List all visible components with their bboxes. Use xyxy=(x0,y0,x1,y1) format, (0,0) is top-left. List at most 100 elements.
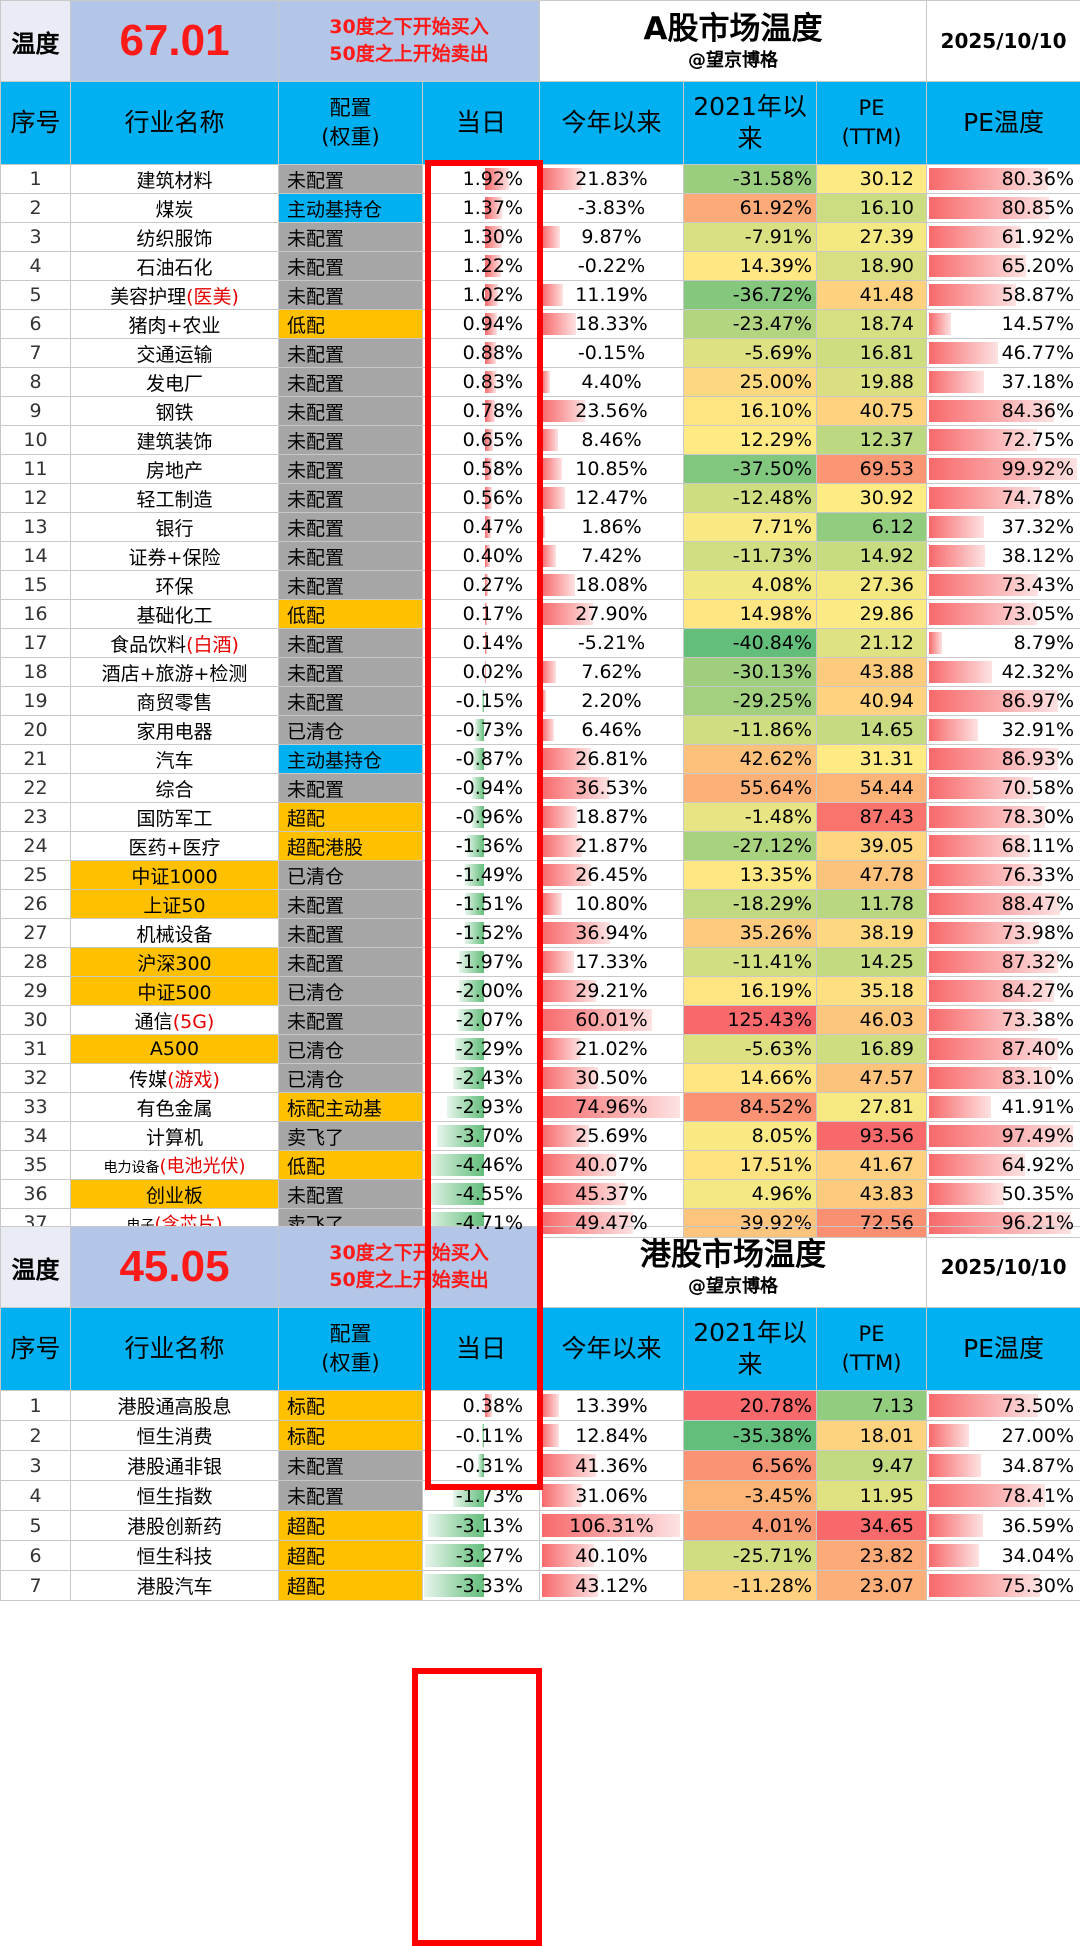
pe-ttm: 41.67 xyxy=(816,1150,928,1180)
table-row: 4 石油石化 未配置 1.22% -0.22% 14.39% 18.90 65.20% xyxy=(0,251,1080,281)
pe-temperature-value: 87.32% xyxy=(1001,951,1075,973)
table-title: A股市场温度 @望京博格 xyxy=(539,0,928,82)
industry-name-text: 石油石化 xyxy=(136,256,213,279)
config-badge: 卖飞了 xyxy=(278,1121,423,1151)
row-index: 8 xyxy=(0,367,71,397)
config-badge: 标配 xyxy=(278,1390,423,1421)
day-change: -2.93% xyxy=(421,1092,541,1122)
ytd-bar xyxy=(542,603,594,625)
ytd-bar xyxy=(542,980,596,1002)
ytd-bar xyxy=(542,1154,616,1176)
col-since-2021-header: 2021年以来 xyxy=(683,1307,818,1391)
ytd-change: 30.50% xyxy=(539,1063,685,1093)
ytd-bar xyxy=(542,1514,681,1537)
industry-name-text: 综合 xyxy=(155,778,194,801)
day-change-value: -4.46% xyxy=(455,1154,524,1176)
ytd-value: 26.45% xyxy=(575,864,648,886)
industry-name: 发电厂 xyxy=(70,367,279,397)
day-change-bar xyxy=(458,951,485,973)
day-change-value: -1.49% xyxy=(455,864,524,886)
ytd-value: 21.83% xyxy=(575,168,648,190)
since-2021-change: -18.29% xyxy=(683,889,818,919)
day-change: -1.51% xyxy=(421,889,541,919)
col-pe-header: PE (TTM) xyxy=(816,81,928,165)
industry-name: 恒生指数 xyxy=(70,1480,279,1511)
pe-ttm: 34.65 xyxy=(816,1510,928,1541)
since-2021-change: -11.41% xyxy=(683,947,818,977)
industry-name: 通信(5G) xyxy=(70,1005,279,1035)
config-badge: 主动基持仓 xyxy=(278,744,423,774)
pe-temperature: 76.33% xyxy=(926,860,1080,890)
day-change-value: -2.29% xyxy=(455,1038,524,1060)
industry-name: 交通运输 xyxy=(70,338,279,368)
day-change-bar xyxy=(485,255,501,277)
pe-temperature-bar xyxy=(929,1125,1074,1147)
ytd-change: 2.20% xyxy=(539,686,685,716)
ytd-change: 21.83% xyxy=(539,164,685,194)
since-2021-change: 55.64% xyxy=(683,773,818,803)
ytd-change: 31.06% xyxy=(539,1480,685,1511)
pe-temperature: 41.91% xyxy=(926,1092,1080,1122)
industry-name: 家用电器 xyxy=(70,715,279,745)
ytd-bar xyxy=(542,1125,590,1147)
pe-temperature: 73.05% xyxy=(926,599,1080,629)
table-title: 港股市场温度 @望京博格 xyxy=(539,1226,928,1308)
day-change-bar xyxy=(465,864,485,886)
highlight-box-hk xyxy=(412,1668,542,1946)
pe-temperature-bar xyxy=(929,1394,1038,1417)
ytd-bar xyxy=(542,951,574,973)
table-row: 5 美容护理(医美) 未配置 1.02% 11.19% -36.72% 41.48 58.87… xyxy=(0,280,1080,310)
day-change-value: 0.40% xyxy=(462,545,524,567)
table-row: 24 医药+医疗 超配港股 -1.36% 21.87% -27.12% 39.05 68.11… xyxy=(0,831,1080,861)
since-2021-change: 14.98% xyxy=(683,599,818,629)
pe-temperature-value: 78.30% xyxy=(1001,806,1075,828)
industry-name-text: 煤炭 xyxy=(155,198,194,221)
since-2021-change: 61.92% xyxy=(683,193,818,223)
industry-name-text: 轻工制造 xyxy=(136,488,213,511)
temp-label: 温度 xyxy=(0,1226,71,1308)
day-change-value: 1.37% xyxy=(462,197,524,219)
config-badge: 标配 xyxy=(278,1420,423,1451)
day-change-bar xyxy=(453,1067,485,1089)
day-change: -0.87% xyxy=(421,744,541,774)
day-change: -0.31% xyxy=(421,1450,541,1481)
day-change: 0.02% xyxy=(421,657,541,687)
day-change: 0.27% xyxy=(421,570,541,600)
pe-ttm: 30.92 xyxy=(816,483,928,513)
config-badge: 主动基持仓 xyxy=(278,193,423,223)
pe-ttm: 31.31 xyxy=(816,744,928,774)
ytd-value: 6.46% xyxy=(581,719,642,741)
pe-temperature: 87.40% xyxy=(926,1034,1080,1064)
row-index: 31 xyxy=(0,1034,71,1064)
pe-ttm: 18.01 xyxy=(816,1420,928,1451)
ytd-change: 21.87% xyxy=(539,831,685,861)
pe-temperature-value: 64.92% xyxy=(1001,1154,1075,1176)
industry-name-text: 中证500 xyxy=(137,981,212,1004)
pe-temperature-value: 73.50% xyxy=(1001,1394,1075,1417)
temp-label: 温度 xyxy=(0,0,71,82)
pe-temperature-bar xyxy=(929,980,1054,1002)
pe-temperature-bar xyxy=(929,226,1021,248)
pe-temperature: 88.47% xyxy=(926,889,1080,919)
day-change-value: -1.97% xyxy=(455,951,524,973)
pe-temperature-value: 34.04% xyxy=(1001,1544,1075,1567)
pe-ttm: 16.10 xyxy=(816,193,928,223)
config-badge: 未配置 xyxy=(278,222,423,252)
config-badge: 未配置 xyxy=(278,425,423,455)
since-2021-change: 7.71% xyxy=(683,512,818,542)
industry-name-text: 猪肉+农业 xyxy=(128,314,221,337)
industry-name-text: 食品饮料 xyxy=(110,633,187,656)
pe-temperature-bar xyxy=(929,400,1054,422)
day-change: -2.29% xyxy=(421,1034,541,1064)
day-change: 0.14% xyxy=(421,628,541,658)
pe-temperature-value: 86.93% xyxy=(1001,748,1075,770)
day-change-bar xyxy=(425,1544,485,1567)
config-badge: 未配置 xyxy=(278,947,423,977)
ytd-bar xyxy=(542,1484,583,1507)
table-row: 13 银行 未配置 0.47% 1.86% 7.71% 6.12 37.32% xyxy=(0,512,1080,542)
day-change: -1.97% xyxy=(421,947,541,977)
day-change: -0.96% xyxy=(421,802,541,832)
ytd-value: 36.94% xyxy=(575,922,648,944)
ytd-change: 26.45% xyxy=(539,860,685,890)
day-change-value: -3.13% xyxy=(455,1514,524,1537)
